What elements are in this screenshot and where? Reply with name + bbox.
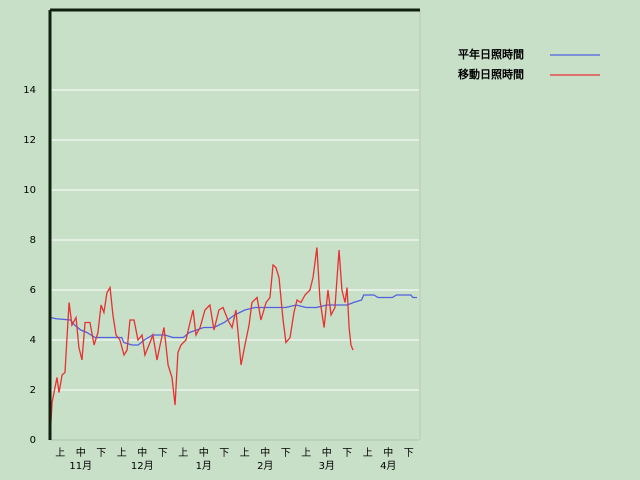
x-dekad-label: 中 [322, 446, 332, 459]
x-dekad-label: 上 [363, 447, 373, 459]
legend-label: 移動日照時間 [458, 67, 524, 81]
x-month-label: 3月 [319, 460, 335, 472]
x-dekad-label: 中 [199, 446, 209, 459]
y-tick-label: 10 [23, 185, 36, 196]
y-tick-label: 4 [30, 335, 36, 346]
series-line [49, 247, 354, 441]
legend-label: 平年日照時間 [458, 47, 524, 61]
x-dekad-label: 下 [158, 448, 168, 459]
x-month-label: 1月 [196, 460, 212, 472]
x-dekad-label: 中 [383, 446, 393, 459]
y-tick-label: 0 [30, 435, 36, 446]
x-dekad-label: 下 [281, 448, 291, 459]
y-tick-label: 12 [23, 135, 36, 146]
x-dekad-label: 上 [240, 447, 250, 459]
y-tick-label: 6 [30, 285, 36, 296]
x-dekad-label: 中 [76, 446, 86, 459]
y-tick-label: 8 [30, 235, 36, 246]
x-month-label: 4月 [380, 460, 396, 472]
x-dekad-label: 下 [404, 448, 414, 459]
x-dekad-label: 中 [260, 446, 270, 459]
series-line [49, 294, 417, 441]
x-dekad-label: 上 [301, 447, 311, 459]
x-dekad-label: 上 [178, 447, 188, 459]
x-dekad-label: 上 [117, 447, 127, 459]
x-month-label: 12月 [131, 460, 154, 472]
x-month-label: 11月 [69, 460, 92, 472]
x-month-label: 2月 [257, 460, 273, 472]
y-tick-label: 14 [23, 85, 36, 96]
x-dekad-label: 下 [96, 448, 106, 459]
x-dekad-label: 下 [219, 448, 229, 459]
x-dekad-label: 上 [55, 447, 65, 459]
x-dekad-label: 下 [342, 448, 352, 459]
x-dekad-label: 中 [137, 446, 147, 459]
y-tick-label: 2 [30, 385, 36, 396]
